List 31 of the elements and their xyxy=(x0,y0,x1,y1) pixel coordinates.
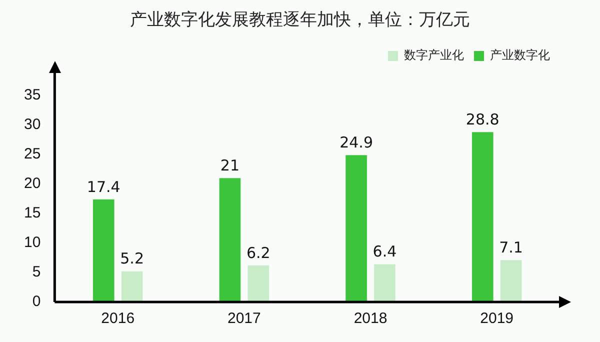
x-tick-label: 2019 xyxy=(480,310,514,328)
bar xyxy=(346,155,367,302)
y-tick-label: 5 xyxy=(32,264,41,281)
bar xyxy=(121,271,143,302)
bar xyxy=(500,260,522,302)
y-tick-label: 20 xyxy=(24,175,41,192)
data-label: 6.4 xyxy=(372,242,397,261)
y-tick-label: 30 xyxy=(24,116,41,134)
chart-title: 产业数字化发展教程逐年加快，单位：万亿元 xyxy=(129,9,471,32)
data-label: 21 xyxy=(220,156,240,175)
x-tick-label: 2017 xyxy=(227,310,261,328)
bar xyxy=(92,199,114,302)
x-tick-label: 2016 xyxy=(101,310,135,328)
data-label: 24.9 xyxy=(340,134,373,152)
y-tick-label: 25 xyxy=(24,146,41,163)
y-tick-label: 0 xyxy=(32,293,41,310)
x-tick-label: 2018 xyxy=(354,310,388,328)
data-label: 28.8 xyxy=(466,110,500,129)
bar xyxy=(374,264,396,302)
bar xyxy=(219,178,241,302)
y-tick-label: 35 xyxy=(24,86,41,104)
data-label: 7.1 xyxy=(499,238,523,257)
legend-label: 数字产业化 xyxy=(404,48,464,62)
data-label: 6.2 xyxy=(246,244,270,262)
legend-label: 产业数字化 xyxy=(490,48,550,62)
data-label: 5.2 xyxy=(120,250,144,268)
y-tick-label: 10 xyxy=(24,234,41,252)
bar xyxy=(472,132,494,302)
y-tick-label: 15 xyxy=(24,204,41,222)
data-label: 17.4 xyxy=(86,178,120,196)
bar xyxy=(248,265,270,302)
